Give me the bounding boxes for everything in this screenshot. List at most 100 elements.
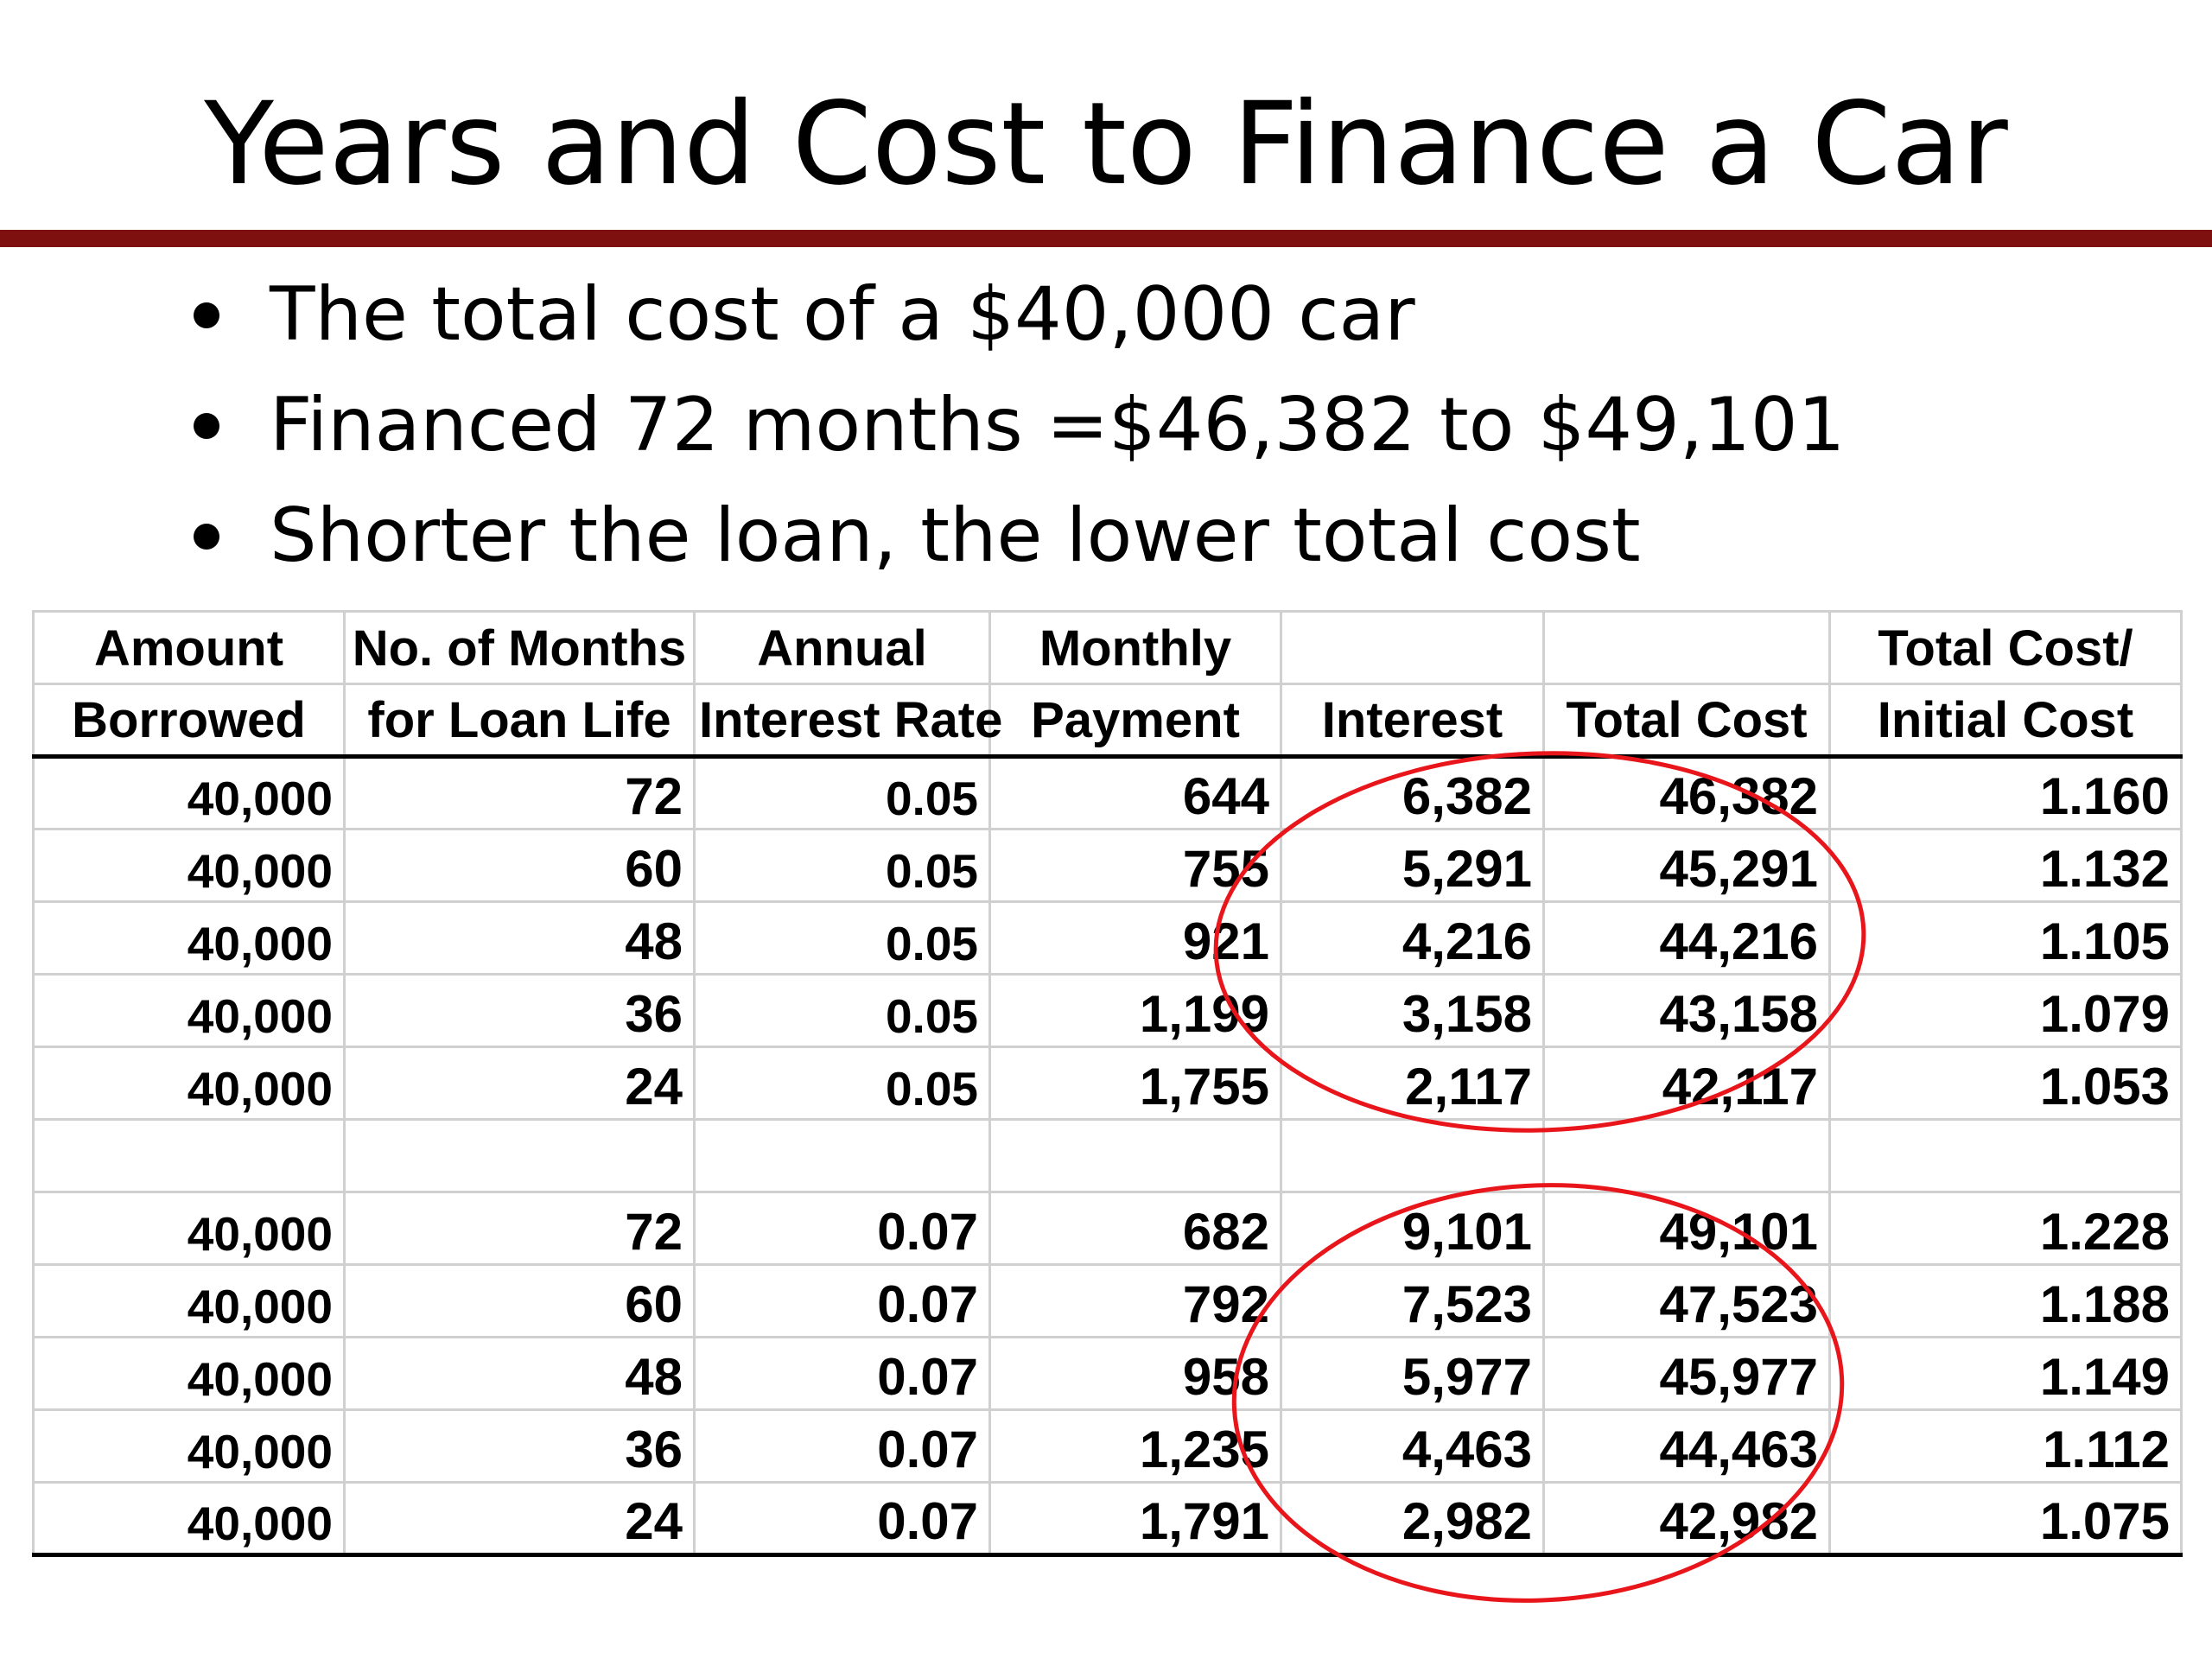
cell-interest: 4,216 [1280, 901, 1545, 976]
cell-amount-borrowed: 40,000 [32, 1264, 346, 1338]
bullet-text: The total cost of a $40,000 car [270, 271, 1415, 358]
bullet-text: Financed 72 months =$46,382 to $49,101 [270, 382, 1846, 468]
cell-total-cost: 42,117 [1542, 1046, 1831, 1121]
cell-total-cost: 45,977 [1542, 1337, 1831, 1411]
cell-cost-ratio: 1.053 [1828, 1046, 2183, 1121]
cell-amount-borrowed: 40,000 [32, 1409, 346, 1484]
table-row: 40,000 24 0.05 1,755 2,117 42,117 1.053 [32, 1046, 2183, 1121]
cell-interest: 9,101 [1280, 1192, 1545, 1266]
cell-monthly-payment: 792 [988, 1264, 1282, 1338]
table-row: 40,000 72 0.07 682 9,101 49,101 1.228 [32, 1192, 2183, 1266]
cell-amount-borrowed: 40,000 [32, 901, 346, 976]
cell-monthly-payment: 1,791 [988, 1482, 1282, 1557]
cell-interest-rate: 0.07 [693, 1192, 991, 1266]
cell-cost-ratio: 1.228 [1828, 1192, 2183, 1266]
cell-interest: 2,117 [1280, 1046, 1545, 1121]
table-row: 40,000 48 0.07 958 5,977 45,977 1.149 [32, 1337, 2183, 1411]
cell-total-cost [1542, 1119, 1831, 1193]
header-total-cost [1542, 610, 1831, 685]
table-row: 40,000 72 0.05 644 6,382 46,382 1.160 [32, 756, 2183, 830]
loan-cost-table: Amount No. of Months Annual Monthly Total Co… [32, 610, 2183, 1557]
cell-interest-rate: 0.07 [693, 1409, 991, 1484]
cell-total-cost: 46,382 [1542, 756, 1831, 830]
table-body: 40,000 72 0.05 644 6,382 46,382 1.160 40,000 60 0… [32, 756, 2183, 1557]
cell-months: 36 [343, 974, 696, 1048]
cell-interest-rate: 0.07 [693, 1482, 991, 1557]
cell-interest-rate: 0.05 [693, 756, 991, 830]
header-interest: Interest [1280, 683, 1545, 759]
table-row: 40,000 60 0.05 755 5,291 45,291 1.132 [32, 829, 2183, 903]
cell-interest-rate: 0.05 [693, 901, 991, 976]
cell-cost-ratio: 1.132 [1828, 829, 2183, 903]
header-total-cost: Total Cost [1542, 683, 1831, 759]
cell-months: 36 [343, 1409, 696, 1484]
table-row: 40,000 60 0.07 792 7,523 47,523 1.188 [32, 1264, 2183, 1338]
title-divider [0, 230, 2212, 247]
table-row: 40,000 36 0.05 1,199 3,158 43,158 1.079 [32, 974, 2183, 1048]
header-months: for Loan Life [343, 683, 696, 759]
header-interest-rate: Interest Rate [693, 683, 1002, 759]
bullet-dot-icon [194, 413, 219, 439]
cell-interest-rate: 0.05 [693, 974, 991, 1048]
cell-monthly-payment: 1,235 [988, 1409, 1282, 1484]
cell-cost-ratio: 1.188 [1828, 1264, 2183, 1338]
cell-amount-borrowed: 40,000 [32, 1337, 346, 1411]
header-monthly-payment: Payment [988, 683, 1282, 759]
header-cost-ratio: Initial Cost [1828, 683, 2183, 759]
bullet-list: The total cost of a $40,000 car Financed… [173, 259, 1845, 591]
cell-monthly-payment: 921 [988, 901, 1282, 976]
cell-months: 72 [343, 1192, 696, 1266]
cell-interest: 2,982 [1280, 1482, 1545, 1557]
cell-interest: 5,977 [1280, 1337, 1545, 1411]
cell-total-cost: 42,982 [1542, 1482, 1831, 1557]
cell-interest [1280, 1119, 1545, 1193]
cell-cost-ratio [1828, 1119, 2183, 1193]
cell-interest: 4,463 [1280, 1409, 1545, 1484]
cell-total-cost: 49,101 [1542, 1192, 1831, 1266]
header-interest-rate: Annual [693, 610, 991, 685]
cell-cost-ratio: 1.160 [1828, 756, 2183, 830]
bullet-dot-icon [194, 302, 219, 328]
cell-amount-borrowed: 40,000 [32, 974, 346, 1048]
cell-interest: 5,291 [1280, 829, 1545, 903]
slide-title: Years and Cost to Finance a Car [204, 78, 2008, 211]
table-spacer-row [32, 1119, 2183, 1193]
cell-monthly-payment: 1,199 [988, 974, 1282, 1048]
cell-months [343, 1119, 696, 1193]
table-header-row-1: Amount No. of Months Annual Monthly Total Co… [32, 610, 2183, 685]
cell-total-cost: 44,463 [1542, 1409, 1831, 1484]
cell-months: 60 [343, 829, 696, 903]
cell-monthly-payment: 958 [988, 1337, 1282, 1411]
cell-months: 24 [343, 1482, 696, 1557]
cell-monthly-payment: 755 [988, 829, 1282, 903]
bullet-text: Shorter the loan, the lower total cost [270, 493, 1641, 579]
bullet-item: The total cost of a $40,000 car [173, 259, 1845, 370]
cell-interest-rate: 0.07 [693, 1337, 991, 1411]
cell-amount-borrowed: 40,000 [32, 756, 346, 830]
cell-interest: 6,382 [1280, 756, 1545, 830]
cell-cost-ratio: 1.105 [1828, 901, 2183, 976]
cell-amount-borrowed: 40,000 [32, 829, 346, 903]
header-amount-borrowed: Amount [32, 610, 346, 685]
bullet-item: Financed 72 months =$46,382 to $49,101 [173, 370, 1845, 480]
cell-monthly-payment [988, 1119, 1282, 1193]
cell-months: 48 [343, 901, 696, 976]
table-row: 40,000 24 0.07 1,791 2,982 42,982 1.075 [32, 1482, 2183, 1557]
cell-months: 24 [343, 1046, 696, 1121]
cell-interest-rate: 0.05 [693, 829, 991, 903]
cell-interest: 3,158 [1280, 974, 1545, 1048]
header-monthly-payment: Monthly [988, 610, 1282, 685]
table-row: 40,000 48 0.05 921 4,216 44,216 1.105 [32, 901, 2183, 976]
cell-monthly-payment: 682 [988, 1192, 1282, 1266]
table-header-row-2: Borrowed for Loan Life Interest Rate Paymen… [32, 683, 2183, 759]
cell-monthly-payment: 1,755 [988, 1046, 1282, 1121]
cell-amount-borrowed: 40,000 [32, 1482, 346, 1557]
cell-interest-rate [693, 1119, 991, 1193]
cell-cost-ratio: 1.079 [1828, 974, 2183, 1048]
cell-cost-ratio: 1.112 [1828, 1409, 2183, 1484]
cell-months: 72 [343, 756, 696, 830]
loan-table-container: Amount No. of Months Annual Monthly Total Co… [32, 610, 2183, 1557]
bullet-item: Shorter the loan, the lower total cost [173, 480, 1845, 591]
cell-amount-borrowed [32, 1119, 346, 1193]
cell-months: 48 [343, 1337, 696, 1411]
